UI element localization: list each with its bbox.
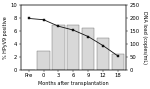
Y-axis label: DNA load (copies/mL): DNA load (copies/mL) — [142, 11, 147, 64]
Bar — [97, 38, 109, 70]
Bar — [38, 51, 50, 70]
Y-axis label: % HPyV9 positive: % HPyV9 positive — [3, 16, 8, 59]
Bar — [67, 25, 79, 70]
Bar — [52, 25, 64, 70]
Bar — [112, 54, 124, 70]
Bar — [82, 28, 94, 70]
X-axis label: Months after transplantation: Months after transplantation — [38, 81, 109, 86]
